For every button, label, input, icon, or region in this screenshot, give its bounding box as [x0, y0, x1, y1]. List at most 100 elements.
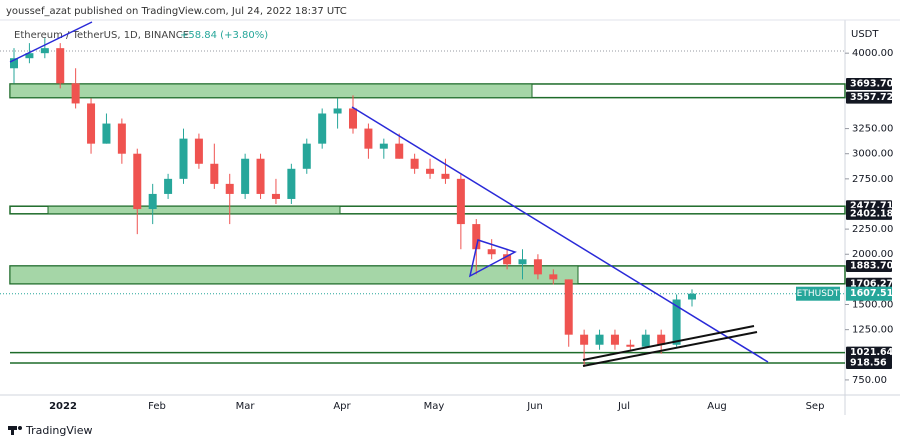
symbol-tag	[796, 286, 840, 301]
candle-body	[241, 158, 250, 194]
candle-body	[503, 254, 512, 265]
y-tick-label: 2000.00	[852, 249, 893, 260]
candle-body	[148, 193, 157, 210]
byline: youssef_azat published on TradingView.co…	[6, 6, 347, 17]
y-tick-label: 2250.00	[852, 224, 893, 235]
candle-body	[549, 274, 558, 280]
candle-body	[379, 143, 388, 149]
y-tick-label: 3000.00	[852, 149, 893, 160]
level-label: 2402.18	[850, 208, 894, 219]
symbol-tag-label: ETHUSDT	[797, 289, 840, 299]
candle-body	[71, 83, 80, 104]
candle-body	[40, 48, 49, 54]
candle-body	[117, 123, 126, 154]
candle-body	[564, 279, 573, 335]
level-tag	[846, 259, 892, 272]
candle-body	[595, 334, 604, 345]
level-label: 1706.27	[850, 278, 893, 289]
candle-body	[287, 168, 296, 199]
x-tick-label: Sep	[806, 401, 825, 412]
y-tick-label: 750.00	[852, 375, 887, 386]
candle-body	[349, 108, 357, 129]
level-label: 918.56	[850, 357, 887, 368]
x-tick-label: Mar	[236, 401, 256, 412]
zone	[9, 205, 846, 215]
candle-body	[25, 53, 34, 59]
candle-body	[626, 344, 635, 347]
y-tick-label: 3250.00	[852, 124, 893, 135]
y-tick-label: 2750.00	[852, 174, 893, 185]
level-tag	[846, 356, 892, 369]
candle-body	[102, 123, 111, 144]
candle-body	[580, 334, 589, 345]
level-tag	[846, 207, 892, 220]
x-tick-label: 2022	[49, 401, 77, 412]
y-tick-label: 1500.00	[852, 300, 893, 311]
channel-line	[582, 331, 758, 367]
logo	[18, 426, 22, 430]
triangle	[468, 239, 517, 278]
candle-body	[426, 168, 435, 174]
candle-body	[164, 178, 173, 194]
candle-body	[179, 138, 188, 179]
change: +58.84 (+3.80%)	[180, 30, 268, 41]
candle-body	[133, 153, 142, 210]
level-tag	[846, 346, 892, 359]
candle-body	[395, 143, 404, 159]
level-label: 1021.64	[850, 347, 894, 358]
trend-line	[351, 106, 769, 363]
level-label: 2477.71	[850, 201, 893, 212]
candle-body	[56, 48, 65, 84]
candle-body	[194, 138, 203, 164]
candle-body	[210, 163, 219, 184]
candle-body	[256, 158, 265, 194]
x-tick-label: Aug	[707, 401, 727, 412]
y-tick-label: 4000.00	[852, 48, 893, 59]
candle-body	[672, 299, 681, 345]
trend-line	[9, 21, 93, 63]
candle-body	[87, 103, 96, 144]
candle-body	[641, 334, 650, 347]
level-tag	[846, 77, 892, 90]
candle-body	[441, 173, 450, 179]
candle-body	[610, 334, 619, 345]
level-label: 1883.70	[850, 260, 894, 271]
logo	[11, 426, 14, 435]
zone-fill	[9, 265, 579, 285]
y-tick-label: 1250.00	[852, 325, 893, 336]
candle-body	[271, 193, 280, 199]
channel-line	[582, 325, 755, 361]
candle-body	[657, 334, 666, 345]
candle-body	[318, 113, 327, 144]
footer-text: TradingView	[25, 424, 92, 437]
candle-body	[688, 293, 696, 300]
candle-body	[472, 224, 481, 250]
candle-body	[487, 249, 496, 255]
candle-body	[518, 259, 527, 265]
x-tick-label: Jun	[526, 401, 543, 412]
x-tick-label: Apr	[333, 401, 351, 412]
price-tag-label: 1607.51	[850, 288, 893, 299]
level-label: 3693.70	[850, 78, 894, 89]
candle-body	[456, 178, 465, 225]
zone-fill	[9, 83, 533, 99]
x-tick-label: May	[424, 401, 445, 412]
footer: TradingView	[8, 424, 92, 437]
price-tag	[846, 286, 892, 301]
candle-body	[10, 58, 18, 69]
level-tag	[846, 91, 892, 104]
candle-body	[225, 183, 234, 194]
x-tick-label: Feb	[148, 401, 166, 412]
candle-body	[364, 128, 373, 149]
candle-body	[333, 108, 342, 114]
x-tick-label: Jul	[617, 401, 630, 412]
candle-body	[533, 259, 542, 275]
candle-body	[410, 158, 419, 169]
symbol: Ethereum / TetherUS, 1D, BINANCE	[14, 30, 189, 41]
zone-fill	[47, 205, 341, 215]
level-label: 3557.72	[850, 92, 893, 103]
candle-body	[302, 143, 311, 169]
currency: USDT	[851, 29, 879, 40]
